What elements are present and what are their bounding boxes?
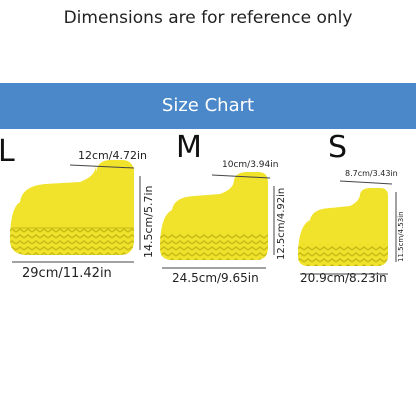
shoe-cover-small	[298, 180, 397, 275]
shoe-cover-large-sole	[10, 228, 134, 255]
size-letter-m: M	[176, 130, 202, 165]
shoe-cover-large	[10, 160, 141, 263]
small-top-width-label: 8.7cm/3.43in	[345, 169, 398, 178]
large-height-label: 14.5cm/5.7in	[142, 185, 155, 258]
size-letter-l: L	[0, 134, 15, 169]
small-length-label: 20.9cm/8.23in	[300, 271, 387, 285]
large-length-label: 29cm/11.42in	[22, 266, 112, 281]
shoe-cover-medium	[160, 172, 275, 269]
small-height-label: 11.5cm/4.53in	[397, 211, 405, 262]
reference-note: Dimensions are for reference only	[63, 8, 353, 28]
large-top-width-label: 12cm/4.72in	[78, 149, 147, 162]
size-letter-s: S	[328, 130, 348, 165]
size-chart-banner: Size Chart	[0, 83, 416, 129]
banner-title: Size Chart	[161, 95, 255, 116]
shoe-cover-medium-sole	[160, 234, 268, 260]
medium-height-label: 12.5cm/4.92in	[276, 187, 287, 260]
shoe-cover-small-sole	[298, 244, 388, 266]
medium-length-label: 24.5cm/9.65in	[172, 271, 259, 285]
medium-top-width-label: 10cm/3.94in	[222, 160, 279, 170]
